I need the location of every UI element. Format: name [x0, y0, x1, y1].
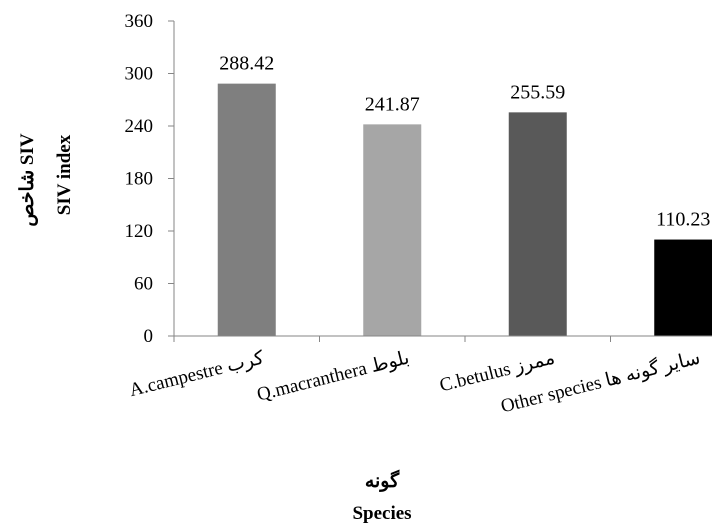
x-axis-title-fa: گونه [365, 469, 400, 492]
y-tick-label: 60 [134, 274, 153, 295]
data-label: 288.42 [219, 53, 274, 75]
y-tick-label: 180 [125, 169, 154, 190]
bar [508, 112, 567, 336]
y-axis-title-en: SIV index [54, 134, 75, 215]
axis-titles: شاخص SIV SIV index گونه Species [17, 133, 412, 524]
y-axis: 0 60 120 180 240 300 360 [125, 11, 175, 347]
y-tick-label: 360 [125, 11, 154, 32]
y-axis-title-fa: شاخص SIV [17, 133, 38, 226]
y-tick-label: 120 [125, 221, 154, 242]
bar [654, 239, 712, 336]
y-tick-label: 0 [144, 326, 154, 347]
bar [217, 83, 276, 336]
y-tick-label: 240 [125, 116, 154, 137]
data-label: 110.23 [656, 209, 710, 231]
data-label: 255.59 [510, 81, 565, 103]
category-label: A.campestre کرب [127, 347, 267, 401]
bars: 288.42 241.87 255.59 110.23 [217, 53, 712, 337]
x-axis-title-en: Species [352, 503, 411, 524]
data-label: 241.87 [365, 93, 420, 115]
bar [363, 124, 422, 337]
category-label: Q.macranthera بلوط [255, 347, 412, 405]
y-tick-label: 300 [125, 64, 154, 85]
